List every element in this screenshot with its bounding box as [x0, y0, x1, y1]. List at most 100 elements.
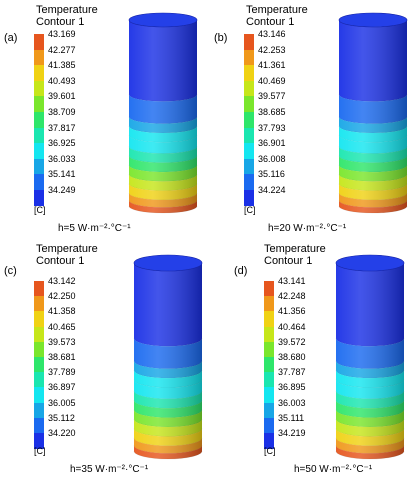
cylinder-contour: [133, 254, 203, 460]
legend-swatch: [34, 402, 44, 419]
legend-swatch: [244, 143, 254, 160]
legend-swatch: [34, 296, 44, 312]
legend-swatch: [264, 326, 274, 343]
cylinder-shading: [336, 263, 404, 459]
legend-tick-label: 40.465: [48, 321, 76, 332]
legend-tick-label: 43.146: [258, 29, 286, 39]
legend-tick-label: 41.358: [48, 306, 76, 317]
legend-tick-label: 34.220: [48, 428, 76, 438]
legend-swatch: [244, 190, 254, 207]
legend-tick-label: 36.897: [48, 382, 76, 393]
legend-tick-label: 34.219: [278, 428, 306, 438]
legend-swatch: [34, 143, 44, 160]
legend-swatch: [264, 387, 274, 404]
legend-tick-label: 41.385: [48, 60, 76, 71]
legend-tick-label: 43.169: [48, 29, 76, 39]
legend-swatch: [264, 402, 274, 419]
legend-swatch: [34, 341, 44, 358]
panel-letter: (b): [214, 32, 228, 44]
legend-tick-label: 38.680: [278, 352, 306, 362]
legend-swatch: [244, 65, 254, 82]
legend-title-line1: Temperature: [246, 4, 308, 16]
cylinder-shading: [134, 263, 202, 459]
legend-tick-label: 38.685: [258, 107, 286, 117]
legend-title-line1: Temperature: [264, 243, 326, 255]
legend-swatch: [34, 65, 44, 82]
legend-tick-label: 35.112: [48, 412, 75, 423]
legend-unit: [C]: [244, 205, 256, 215]
cylinder-body: [338, 12, 408, 214]
legend-swatch: [244, 174, 254, 191]
legend-tick-label: 37.817: [48, 122, 76, 133]
legend-tick-label: 39.572: [278, 336, 306, 347]
legend-swatch: [34, 387, 44, 404]
legend-tick-label: 34.249: [48, 185, 76, 195]
cylinder-body: [133, 254, 203, 460]
cylinder-top-cap: [128, 12, 198, 28]
legend-title-line1: Temperature: [36, 4, 98, 16]
legend-swatch: [264, 341, 274, 358]
heat-transfer-caption: h=50 W·m⁻²·°C⁻¹: [294, 464, 373, 475]
legend-tick-label: 38.709: [48, 107, 76, 117]
legend-tick-label: 36.033: [48, 153, 76, 164]
legend-swatch: [244, 80, 254, 97]
legend-swatch: [34, 80, 44, 97]
legend-swatch: [244, 49, 254, 66]
panel-letter: (a): [4, 32, 18, 44]
legend-tick-label: 42.248: [278, 291, 306, 302]
legend-swatch: [244, 158, 254, 175]
legend-tick-label: 39.573: [48, 336, 76, 347]
legend-title-line2: Contour 1: [264, 255, 313, 267]
legend-swatch: [34, 127, 44, 144]
cylinder-top-cap: [338, 12, 408, 28]
legend-swatch: [34, 281, 44, 297]
panel-b: (b) Temperature Contour 1 43.146 42.253 41…: [210, 0, 420, 241]
cylinder-body: [128, 12, 198, 214]
panel-a: (a) Temperature Contour 1 43.169 42.277 41…: [0, 0, 210, 241]
legend-swatch: [34, 34, 44, 51]
legend-swatch: [34, 174, 44, 191]
legend-swatch: [264, 281, 274, 297]
legend-swatch: [264, 357, 274, 373]
cylinder-top-cap: [133, 254, 203, 272]
legend-tick-label: 41.361: [258, 60, 286, 71]
legend-swatch: [244, 127, 254, 144]
legend-swatch: [34, 96, 44, 113]
legend-title-line2: Contour 1: [246, 16, 295, 28]
legend-title-line2: Contour 1: [36, 16, 85, 28]
legend-unit: [C]: [264, 446, 276, 456]
legend-tick-label: 37.789: [48, 367, 76, 378]
legend-swatch: [244, 34, 254, 51]
legend-tick-label: 36.008: [258, 153, 286, 164]
cylinder-contour: [128, 12, 198, 214]
legend-swatch: [264, 311, 274, 328]
legend-swatch: [244, 112, 254, 129]
legend-unit: [C]: [34, 205, 46, 215]
legend-tick-label: 36.003: [278, 397, 306, 408]
legend-tick-label: 42.250: [48, 291, 76, 302]
panel-letter: (d): [234, 265, 248, 277]
legend-swatch: [34, 372, 44, 388]
legend-title-line1: Temperature: [36, 243, 98, 255]
band-edge: [338, 205, 408, 214]
heat-transfer-caption: h=20 W·m⁻²·°C⁻¹: [268, 223, 347, 234]
legend-tick-label: 39.601: [48, 91, 76, 102]
legend-tick-label: 36.925: [48, 138, 76, 149]
legend-tick-label: 39.577: [258, 91, 286, 102]
heat-transfer-caption: h=35 W·m⁻²·°C⁻¹: [70, 464, 149, 475]
cylinder-body: [335, 254, 405, 460]
cylinder-contour: [335, 254, 405, 460]
legend-swatch: [34, 357, 44, 373]
legend-tick-label: 42.253: [258, 44, 286, 55]
legend-tick-label: 36.901: [258, 138, 286, 149]
legend-unit: [C]: [34, 446, 46, 456]
legend-tick-label: 42.277: [48, 44, 76, 55]
legend-tick-label: 35.116: [258, 169, 285, 180]
legend-swatch: [264, 433, 274, 449]
legend-tick-label: 37.793: [258, 122, 286, 133]
legend-tick-label: 34.224: [258, 185, 286, 195]
legend-tick-label: 35.111: [278, 412, 305, 423]
legend-tick-label: 36.895: [278, 382, 306, 393]
legend-tick-label: 41.356: [278, 306, 306, 317]
legend-swatch: [34, 49, 44, 66]
